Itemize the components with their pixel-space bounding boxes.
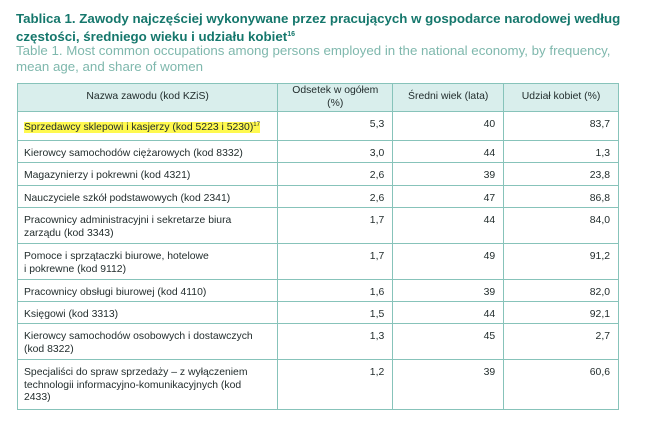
table-row: Magazynierzy i pokrewni (kod 4321) 2,6 3…: [16, 162, 619, 186]
table-row: Specjaliści do spraw sprzedaży – z wyłąc…: [16, 359, 619, 410]
share-total: 3,0: [277, 140, 394, 163]
header-row: Nazwa zawodu (kod KZiS) Odsetek w ogółem…: [16, 83, 619, 112]
share-total: 1,3: [277, 323, 394, 360]
share-total: 5,3: [277, 111, 394, 141]
share-women: 83,7: [503, 111, 619, 141]
share-total: 1,6: [277, 279, 394, 302]
share-total: 2,6: [277, 162, 394, 186]
mean-age: 39: [392, 359, 505, 410]
mean-age: 49: [392, 243, 505, 280]
occupation-name: Pracownicy administracyjni i sekretarze …: [16, 207, 279, 244]
table-row: Nauczyciele szkół podstawowych (kod 2341…: [16, 185, 619, 208]
occupation-name: Magazynierzy i pokrewni (kod 4321): [16, 162, 279, 186]
mean-age: 40: [392, 111, 505, 141]
occupation-name: Nauczyciele szkół podstawowych (kod 2341…: [16, 185, 279, 208]
share-women: 60,6: [503, 359, 619, 410]
table-title-english: Table 1. Most common occupations among p…: [16, 43, 611, 74]
share-total: 2,6: [277, 185, 394, 208]
share-women: 84,0: [503, 207, 619, 244]
occupation-name: Pracownicy obsługi biurowej (kod 4110): [16, 279, 279, 302]
share-women: 2,7: [503, 323, 619, 360]
share-women: 91,2: [503, 243, 619, 280]
occupation-name: Kierowcy samochodów ciężarowych (kod 833…: [16, 140, 279, 163]
share-women: 86,8: [503, 185, 619, 208]
header-mean-age: Średni wiek (lata): [392, 83, 505, 112]
share-total: 1,7: [277, 207, 394, 244]
share-women: 1,3: [503, 140, 619, 163]
mean-age: 44: [392, 140, 505, 163]
mean-age: 39: [392, 279, 505, 302]
mean-age: 47: [392, 185, 505, 208]
table-row: Kierowcy samochodów osobowych i dostawcz…: [16, 323, 619, 360]
table-row: Księgowi (kod 3313) 1,5 44 92,1: [16, 301, 619, 324]
occupation-name: Pomoce i sprzątaczki biurowe, hotelowe i …: [16, 243, 279, 280]
table-row: Kierowcy samochodów ciężarowych (kod 833…: [16, 140, 619, 163]
share-women: 82,0: [503, 279, 619, 302]
share-women: 23,8: [503, 162, 619, 186]
header-share-women: Udział kobiet (%): [503, 83, 619, 112]
share-total: 1,2: [277, 359, 394, 410]
occupation-name: Sprzedawcy sklepowi i kasjerzy (kod 5223…: [16, 111, 279, 141]
header-share-total: Odsetek w ogółem (%): [277, 83, 394, 112]
occupation-name: Księgowi (kod 3313): [16, 301, 279, 324]
table-row: Pracownicy obsługi biurowej (kod 4110) 1…: [16, 279, 619, 302]
table-title-polish: Tablica 1. Zawody najczęściej wykonywane…: [16, 11, 621, 44]
occupation-name: Kierowcy samochodów osobowych i dostawcz…: [16, 323, 279, 360]
mean-age: 45: [392, 323, 505, 360]
table-row: Pracownicy administracyjni i sekretarze …: [16, 207, 619, 244]
share-women: 92,1: [503, 301, 619, 324]
mean-age: 44: [392, 301, 505, 324]
occupation-name: Specjaliści do spraw sprzedaży – z wyłąc…: [16, 359, 279, 410]
footnote-marker: 16: [287, 31, 295, 38]
mean-age: 39: [392, 162, 505, 186]
occupations-table: Nazwa zawodu (kod KZiS) Odsetek w ogółem…: [16, 83, 619, 410]
header-occupation: Nazwa zawodu (kod KZiS): [16, 83, 279, 112]
share-total: 1,5: [277, 301, 394, 324]
mean-age: 44: [392, 207, 505, 244]
table-row: Sprzedawcy sklepowi i kasjerzy (kod 5223…: [16, 111, 619, 141]
table-row: Pomoce i sprzątaczki biurowe, hotelowe i …: [16, 243, 619, 280]
share-total: 1,7: [277, 243, 394, 280]
highlighted-text: Sprzedawcy sklepowi i kasjerzy (kod 5223…: [24, 122, 260, 133]
